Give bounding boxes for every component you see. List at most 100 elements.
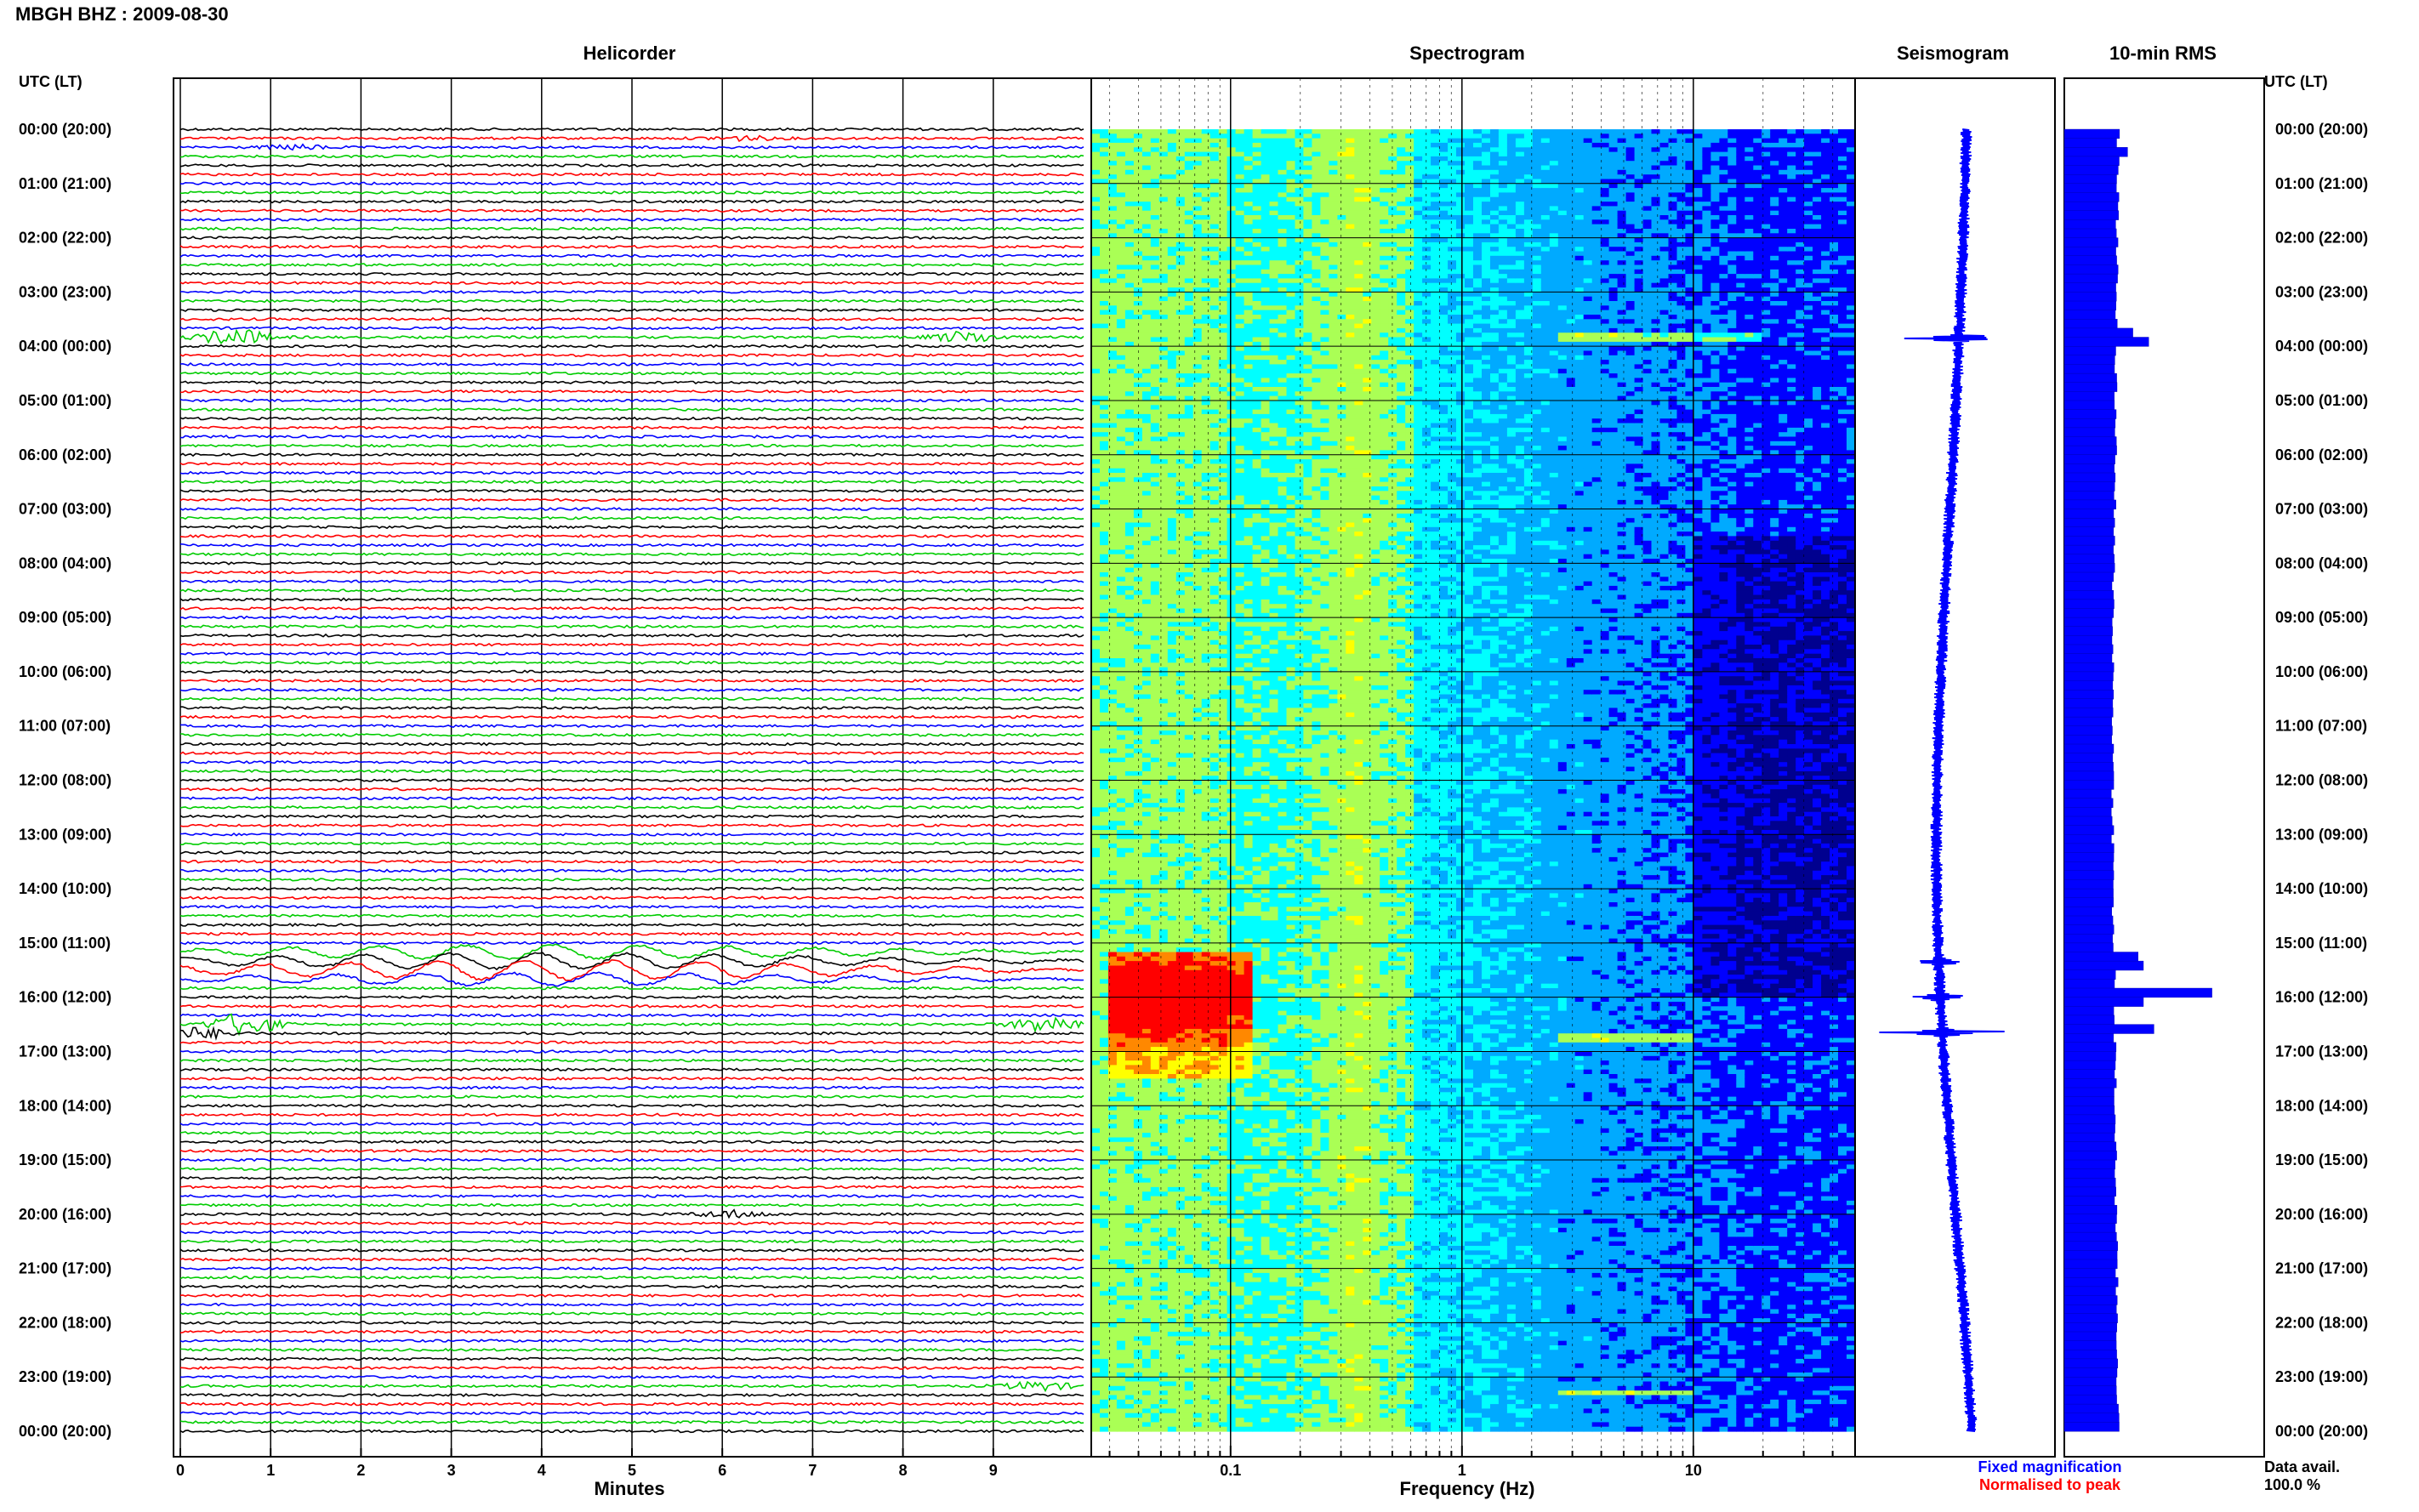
spectrogram-cell	[1108, 635, 1118, 641]
spectrogram-cell	[1210, 793, 1220, 799]
spectrogram-cell	[1158, 744, 1169, 749]
spectrogram-cell	[1158, 1164, 1169, 1170]
spectrogram-cell	[1150, 1246, 1160, 1251]
spectrogram-cell	[1158, 608, 1169, 614]
spectrogram-cell	[1133, 1092, 1143, 1098]
spectrogram-cell	[1158, 590, 1169, 596]
spectrogram-cell	[1210, 838, 1220, 844]
spectrogram-cell	[1133, 897, 1143, 903]
spectrogram-cell	[1201, 653, 1211, 659]
spectrogram-cell	[1141, 1259, 1152, 1265]
helicorder-trace	[179, 389, 1084, 394]
spectrogram-cell	[1218, 1074, 1228, 1079]
spectrogram-cell	[1141, 717, 1152, 722]
spectrogram-cell	[1108, 1336, 1118, 1342]
spectrogram-cell	[1184, 287, 1194, 293]
spectrogram-cell	[1210, 961, 1220, 966]
spectrogram-cell	[1175, 617, 1186, 622]
spectrogram-cell	[1192, 315, 1203, 320]
spectrogram-cell	[1210, 617, 1220, 622]
spectrogram-cell	[1210, 1191, 1220, 1197]
spectrogram-cell	[1158, 183, 1169, 189]
spectrogram-cell	[1210, 934, 1220, 940]
spectrogram-cell	[1091, 1096, 1101, 1102]
spectrogram-cell	[1100, 612, 1109, 618]
spectrogram-cell	[1175, 965, 1186, 971]
helicorder-trace	[179, 570, 1084, 575]
spectrogram-cell	[1201, 1205, 1211, 1211]
spectrogram-cell	[1116, 260, 1126, 266]
spectrogram-cell	[1184, 274, 1194, 279]
spectrogram-cell	[1192, 599, 1203, 605]
spectrogram-cell	[1116, 924, 1126, 930]
spectrogram-cell	[1184, 884, 1194, 890]
spectrogram-cell	[1210, 1322, 1220, 1328]
spectrogram-cell	[1141, 454, 1152, 460]
spectrogram-cell	[1184, 811, 1194, 817]
spectrogram-cell	[1108, 1227, 1118, 1233]
spectrogram-cell	[1218, 315, 1228, 320]
spectrogram-cell	[1201, 753, 1211, 759]
spectrogram-cell	[1184, 1282, 1194, 1287]
spectrogram-cell	[1100, 1186, 1109, 1192]
spectrogram-cell	[1218, 138, 1228, 144]
spectrogram-cell	[1210, 979, 1220, 985]
spectrogram-cell	[1141, 341, 1152, 347]
spectrogram-cell	[1210, 821, 1220, 827]
spectrogram-cell	[1108, 450, 1118, 456]
spectrogram-cell	[1158, 916, 1169, 921]
spectrogram-cell	[1100, 1313, 1109, 1319]
spectrogram-cell	[1218, 1065, 1228, 1071]
spectrogram-cell	[1141, 531, 1152, 537]
spectrogram-cell	[1141, 875, 1152, 880]
spectrogram-cell	[1218, 744, 1228, 749]
spectrogram-cell	[1116, 138, 1126, 144]
spectrogram-cell	[1150, 237, 1160, 243]
spectrogram-cell	[1108, 264, 1118, 270]
spectrogram-cell	[1227, 717, 1237, 722]
spectrogram-cell	[1141, 639, 1152, 645]
spectrogram-cell	[1184, 446, 1194, 451]
spectrogram-cell	[1184, 387, 1194, 392]
helicorder-trace	[179, 787, 1084, 792]
spectrogram-cell	[1116, 843, 1126, 849]
spectrogram-cell	[1184, 952, 1194, 958]
time-label-right: 11:00 (07:00)	[2275, 718, 2367, 735]
spectrogram-cell	[1175, 811, 1186, 817]
spectrogram-cell	[1210, 1047, 1220, 1052]
spectrogram-cell	[1201, 947, 1211, 953]
spectrogram-cell	[1210, 255, 1220, 261]
spectrogram-cell	[1124, 1367, 1135, 1373]
spectrogram-cell	[1192, 1164, 1203, 1170]
spectrogram-cell	[1124, 1241, 1135, 1247]
spectrogram-cell	[1201, 296, 1211, 302]
spectrogram-cell	[1167, 825, 1177, 831]
helicorder-tick-label: 6	[718, 1462, 726, 1479]
spectrogram-cell	[1167, 725, 1177, 731]
spectrogram-cell	[1108, 907, 1118, 912]
spectrogram-cell	[1192, 848, 1203, 854]
spectrogram-cell	[1201, 581, 1211, 587]
spectrogram-cell	[1116, 350, 1126, 356]
spectrogram-cell	[1091, 499, 1101, 505]
spectrogram-cell	[1116, 1055, 1126, 1061]
spectrogram-cell	[1210, 866, 1220, 872]
spectrogram-cell	[1158, 934, 1169, 940]
spectrogram-cell	[1108, 151, 1118, 157]
spectrogram-cell	[1141, 1408, 1152, 1414]
spectrogram-cell	[1167, 1160, 1177, 1165]
spectrogram-cell	[1227, 210, 1237, 216]
spectrogram-cell	[1100, 1028, 1109, 1034]
spectrogram-cell	[1175, 1363, 1186, 1369]
spectrogram-cell	[1184, 649, 1194, 655]
spectrogram-cell	[1184, 378, 1194, 384]
spectrogram-cell	[1124, 301, 1135, 306]
spectrogram-cell	[1133, 698, 1143, 704]
spectrogram-cell	[1108, 658, 1118, 663]
spectrogram-cell	[1175, 961, 1186, 966]
spectrogram-cell	[1133, 590, 1143, 596]
spectrogram-cell	[1175, 585, 1186, 591]
spectrogram-cell	[1184, 468, 1194, 474]
helicorder-trace	[179, 913, 1084, 918]
spectrogram-cell	[1227, 378, 1237, 384]
